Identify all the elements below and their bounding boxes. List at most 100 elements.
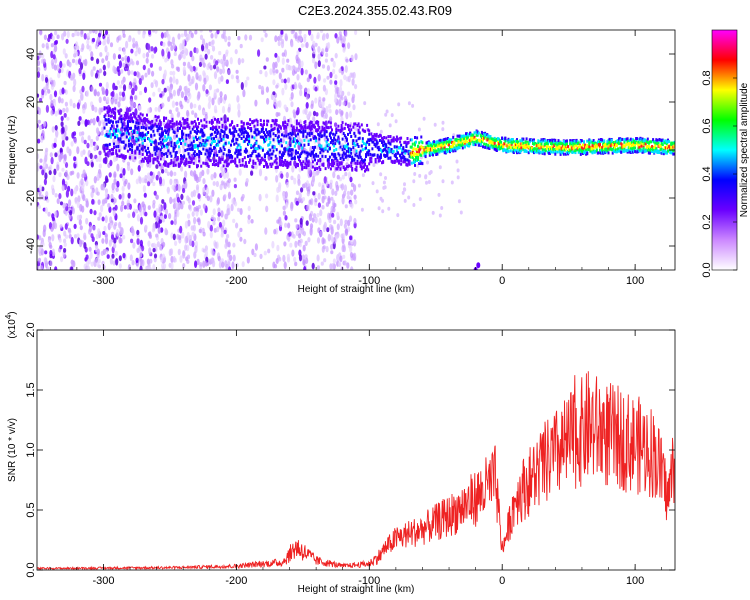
spectrogram-cell [192, 125, 195, 129]
spectrogram-cell [70, 141, 74, 147]
spectrogram-cell [300, 60, 304, 68]
spectrogram-cell [300, 130, 303, 134]
spectrogram-cell [72, 131, 77, 136]
spectrogram-cell [277, 124, 280, 128]
spectrogram-cell [364, 129, 366, 133]
spectrogram-cell [264, 133, 266, 137]
spectrogram-cell [288, 231, 292, 237]
spectrogram-cell [325, 130, 328, 134]
spectrogram-cell [558, 144, 561, 148]
spectrogram-cell [252, 120, 255, 124]
spectrogram-cell [117, 54, 122, 60]
spectrogram-cell [283, 152, 286, 156]
spectrogram-cell [216, 88, 220, 93]
spectrogram-cell [448, 143, 450, 147]
spectrogram-cell [157, 87, 161, 93]
spectrogram-cell [401, 148, 404, 152]
spectrogram-cell [202, 38, 206, 46]
spectrogram-cell [267, 150, 270, 154]
spectrogram-cell [167, 162, 170, 166]
spectrogram-cell [199, 34, 204, 40]
spectrogram-cell [232, 254, 236, 262]
spectrogram-cell [463, 144, 466, 148]
spectrogram-cell [530, 138, 533, 142]
spectrogram-cell [293, 157, 296, 161]
spectrogram-cell [539, 143, 542, 146]
spectrogram-cell [237, 36, 241, 41]
spectrogram-cell [321, 195, 325, 204]
spectrogram-cell [440, 146, 443, 150]
spectrogram-cell [484, 131, 487, 135]
spectrogram-cell [477, 131, 480, 135]
spectrogram-cell [140, 126, 143, 129]
spectrogram-cell [236, 155, 239, 159]
spectrogram-cell [435, 140, 438, 144]
spectrogram-cell [358, 125, 361, 129]
spectrogram-cell [139, 216, 144, 225]
spectrogram-cell [321, 125, 324, 129]
spectrogram-cell [354, 153, 357, 157]
spectrogram-cell [170, 144, 173, 148]
spectrogram-cell [249, 123, 252, 126]
spectrogram-cell [344, 145, 347, 149]
spectrogram-cell [135, 121, 138, 125]
spectrogram-cell [227, 36, 231, 41]
spectrogram-cell [199, 142, 202, 145]
spectrogram-cell [199, 57, 203, 62]
spectrogram-cell [141, 141, 144, 145]
spectrogram-cell [191, 144, 194, 148]
spectrogram-cell [120, 114, 123, 118]
spectrogram-cell [192, 156, 195, 160]
spectrogram-cell [343, 95, 347, 102]
spectrogram-cell [553, 142, 556, 146]
spectrogram-cell [175, 203, 179, 209]
spectrogram-cell [322, 128, 325, 131]
spectrogram-cell [230, 131, 232, 135]
spectrogram-cell [83, 242, 87, 249]
spectrogram-cell [446, 148, 449, 152]
spectrogram-cell [224, 120, 227, 124]
spectrogram-cell [295, 139, 298, 143]
spectrogram-cell [233, 142, 236, 146]
spectrogram-cell [207, 48, 211, 55]
spectrogram-cell [102, 64, 106, 71]
spectrogram-cell [517, 140, 520, 144]
spectrogram-cell [387, 156, 390, 160]
spectrogram-cell [516, 151, 518, 155]
spectrogram-cell [41, 129, 45, 137]
spectrogram-cell [159, 93, 163, 98]
spectrogram-cell [130, 70, 134, 75]
spectrogram-cell [110, 198, 114, 203]
spectrogram-cell [186, 254, 191, 260]
spectrogram-cell [237, 109, 241, 118]
spectrogram-cell [208, 120, 211, 124]
spectrogram-cell [116, 124, 119, 128]
spectrogram-cell [296, 107, 300, 115]
spectrogram-cell [40, 265, 44, 270]
spectrogram-cell [347, 132, 349, 136]
spectrogram-cell [269, 134, 272, 138]
spectrogram-cell [184, 236, 188, 244]
spectrogram-cell [239, 148, 242, 152]
spectrogram-cell [552, 150, 555, 154]
spectrogram-cell [206, 162, 209, 166]
spectrogram-cell [306, 88, 311, 95]
spectrogram-cell [281, 52, 285, 57]
spectrogram-cell [338, 261, 342, 268]
spectrogram-cell [161, 91, 165, 97]
spectrogram-cell [118, 149, 121, 153]
spectrogram-cell [96, 58, 100, 65]
spectrogram-cell [183, 119, 186, 122]
spectrogram-cell [331, 164, 333, 168]
spectrogram-cell [332, 132, 335, 136]
spectrogram-cell [204, 261, 208, 267]
spectrogram-cell [407, 152, 410, 156]
spectrogram-cell [172, 43, 176, 50]
spectrogram-cell [154, 107, 158, 112]
spectrogram-cell [412, 158, 415, 162]
spectrogram-cell [207, 220, 211, 229]
spectrogram-cell [45, 104, 50, 113]
spectrogram-cell [177, 145, 180, 149]
spectrogram-cell [287, 222, 291, 229]
spectrogram-cell [187, 152, 190, 156]
